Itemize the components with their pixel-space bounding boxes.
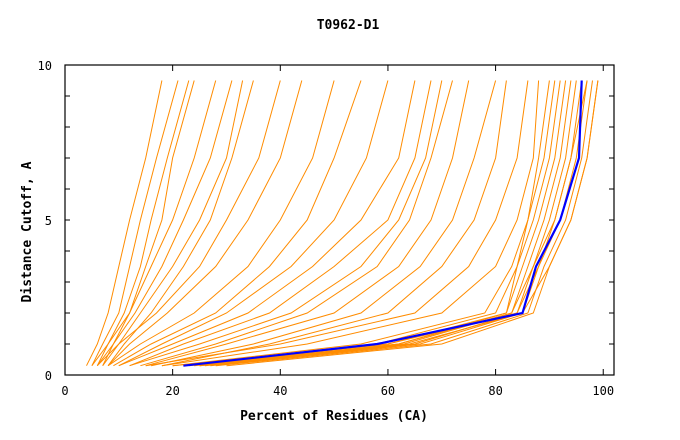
x-axis-label: Percent of Residues (CA) [240, 409, 428, 424]
model-line-21 [161, 80, 540, 367]
model-line-1 [91, 80, 179, 366]
x-tick-label: 60 [381, 384, 395, 398]
model-line-29 [215, 80, 593, 367]
x-tick-label: 40 [273, 384, 287, 398]
y-tick-label: 5 [45, 214, 52, 228]
chart-title: T0962-D1 [317, 18, 380, 33]
y-axis-label: Distance Cutoff, A [20, 161, 35, 302]
model-line-33 [188, 80, 550, 367]
y-tick-label: 10 [38, 59, 52, 73]
model-line-22 [172, 80, 556, 367]
model-line-4 [91, 80, 217, 366]
model-line-11 [113, 80, 362, 367]
model-line-25 [194, 80, 572, 367]
x-tick-label: 80 [488, 384, 502, 398]
model-line-3 [102, 80, 195, 366]
model-line-18 [150, 80, 497, 367]
x-tick-label: 100 [592, 384, 614, 398]
model-line-15 [129, 80, 443, 367]
model-line-0 [86, 80, 163, 366]
model-line-32 [172, 80, 588, 367]
plot-frame [64, 64, 615, 376]
model-line-19 [161, 80, 507, 367]
model-line-20 [145, 80, 529, 367]
y-tick-label: 0 [45, 369, 52, 383]
series-layer [86, 80, 599, 367]
model-line-30 [226, 80, 599, 367]
axes-layer: 0 20 40 60 80 100 0 5 10 [38, 59, 615, 398]
model-line-8 [96, 80, 281, 367]
model-line-6 [102, 80, 244, 366]
highlight-line [183, 80, 583, 367]
x-tick-label: 20 [165, 384, 179, 398]
model-line-7 [107, 80, 254, 366]
model-line-5 [96, 80, 233, 366]
model-line-12 [118, 80, 389, 367]
x-tick-label: 0 [61, 384, 68, 398]
model-line-10 [107, 80, 335, 367]
model-line-17 [145, 80, 470, 367]
model-line-26 [199, 80, 577, 367]
model-line-31 [199, 80, 599, 367]
model-line-16 [140, 80, 453, 367]
model-line-13 [118, 80, 416, 367]
model-line-9 [107, 80, 303, 367]
model-line-14 [129, 80, 432, 367]
